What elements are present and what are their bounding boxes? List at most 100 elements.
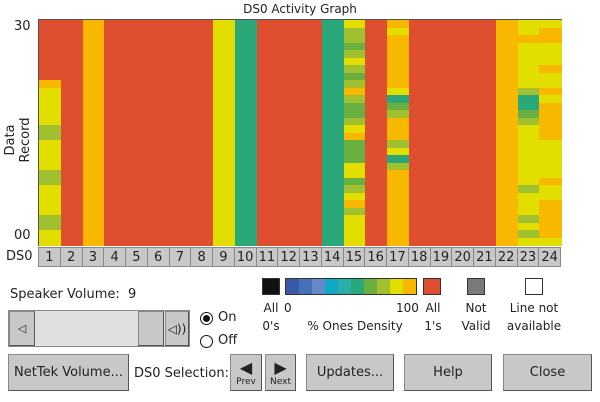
heatmap-cell-ds0-19-row-0 — [430, 20, 453, 28]
ds0-column-header-15[interactable]: 15 — [342, 247, 366, 267]
heatmap-cell-ds0-4-row-18 — [104, 155, 127, 163]
heatmap-cell-ds0-10-row-13 — [234, 117, 257, 126]
heatmap-cell-ds0-8-row-8 — [191, 80, 214, 88]
heatmap-cell-ds0-6-row-22 — [147, 185, 170, 193]
ds0-column-header-7[interactable]: 7 — [168, 247, 192, 267]
heatmap-cell-ds0-1-row-15 — [39, 132, 62, 141]
ds0-column-header-21[interactable]: 21 — [473, 247, 496, 267]
heatmap-cell-ds0-21-row-13 — [474, 117, 497, 126]
heatmap-cell-ds0-15-row-15 — [343, 132, 366, 141]
heatmap-cell-ds0-24-row-1 — [539, 27, 562, 36]
heatmap-cell-ds0-22-row-29 — [495, 237, 518, 246]
heatmap-cell-ds0-20-row-0 — [452, 20, 475, 28]
heatmap-cell-ds0-22-row-28 — [495, 230, 518, 238]
heatmap-cell-ds0-18-row-6 — [408, 65, 431, 73]
next-button[interactable]: ▶ Next — [265, 354, 296, 391]
heatmap-cell-ds0-15-row-13 — [343, 117, 366, 126]
ds0-column-header-3[interactable]: 3 — [81, 247, 105, 267]
ds0-column-header-14[interactable]: 14 — [320, 247, 344, 267]
ds0-column-header-23[interactable]: 23 — [516, 247, 540, 267]
updates-button[interactable]: Updates... — [306, 354, 394, 391]
heatmap-cell-ds0-5-row-24 — [126, 200, 149, 208]
heatmap-cell-ds0-19-row-1 — [430, 27, 453, 36]
heatmap-cell-ds0-21-row-22 — [474, 185, 497, 193]
heatmap-cell-ds0-12-row-28 — [278, 230, 301, 238]
heatmap-cell-ds0-4-row-0 — [104, 20, 127, 28]
heatmap-cell-ds0-8-row-16 — [191, 140, 214, 148]
nettek-volume-button[interactable]: NetTek Volume... — [8, 354, 129, 391]
ds0-column-header-17[interactable]: 17 — [386, 247, 409, 267]
heatmap-cell-ds0-1-row-3 — [39, 42, 62, 51]
heatmap-cell-ds0-15-row-29 — [343, 237, 366, 246]
heatmap-cell-ds0-13-row-7 — [300, 72, 323, 81]
volume-slider-thumb[interactable] — [138, 311, 164, 346]
ds0-column-header-22[interactable]: 22 — [494, 247, 518, 267]
heatmap-cell-ds0-11-row-20 — [256, 170, 279, 178]
heatmap-cell-ds0-9-row-7 — [213, 72, 236, 81]
prev-label: Prev — [236, 376, 256, 387]
heatmap-cell-ds0-5-row-7 — [126, 72, 149, 81]
close-button[interactable]: Close — [503, 354, 592, 391]
heatmap-cell-ds0-9-row-24 — [213, 200, 236, 208]
heatmap-cell-ds0-16-row-15 — [365, 132, 388, 141]
heatmap-cell-ds0-1-row-14 — [39, 125, 62, 133]
heatmap-cell-ds0-6-row-17 — [147, 147, 170, 156]
heatmap-cell-ds0-2-row-16 — [60, 140, 83, 148]
heatmap-cell-ds0-17-row-13 — [387, 117, 410, 126]
heatmap-cell-ds0-9-row-25 — [213, 207, 236, 216]
heatmap-cell-ds0-1-row-11 — [39, 102, 62, 111]
speaker-volume-label: Speaker Volume: — [10, 287, 120, 302]
ds0-column-header-12[interactable]: 12 — [277, 247, 300, 267]
heatmap-cell-ds0-6-row-23 — [147, 192, 170, 201]
ds0-column-header-2[interactable]: 2 — [59, 247, 83, 267]
heatmap-cell-ds0-1-row-26 — [39, 215, 62, 223]
heatmap-cell-ds0-19-row-28 — [430, 230, 453, 238]
heatmap-cell-ds0-16-row-1 — [365, 27, 388, 36]
heatmap-cell-ds0-11-row-28 — [256, 230, 279, 238]
ds0-column-header-13[interactable]: 13 — [299, 247, 322, 267]
heatmap-cell-ds0-16-row-22 — [365, 185, 388, 193]
heatmap-cell-ds0-17-row-20 — [387, 170, 410, 178]
speaker-on-radio[interactable] — [200, 312, 213, 325]
heatmap-cell-ds0-2-row-20 — [60, 170, 83, 178]
heatmap-cell-ds0-7-row-17 — [169, 147, 192, 156]
heatmap-cell-ds0-16-row-18 — [365, 155, 388, 163]
ds0-column-header-16[interactable]: 16 — [364, 247, 387, 267]
ds0-column-header-10[interactable]: 10 — [233, 247, 257, 267]
ds0-column-header-11[interactable]: 11 — [255, 247, 279, 267]
ds0-column-header-6[interactable]: 6 — [146, 247, 170, 267]
heatmap-cell-ds0-22-row-27 — [495, 222, 518, 231]
heatmap-cell-ds0-24-row-18 — [539, 155, 562, 163]
heatmap-cell-ds0-11-row-16 — [256, 140, 279, 148]
ds0-column-header-8[interactable]: 8 — [190, 247, 213, 267]
heatmap-cell-ds0-18-row-3 — [408, 42, 431, 51]
heatmap-cell-ds0-11-row-25 — [256, 207, 279, 216]
volume-slider[interactable]: ◁ ◁)) — [8, 310, 190, 347]
prev-button[interactable]: ◀ Prev — [230, 354, 262, 391]
ds0-column-header-20[interactable]: 20 — [451, 247, 474, 267]
heatmap-cell-ds0-7-row-0 — [169, 20, 192, 28]
volume-down-icon[interactable]: ◁ — [9, 311, 35, 346]
ds0-column-header-4[interactable]: 4 — [103, 247, 126, 267]
heatmap-cell-ds0-21-row-10 — [474, 95, 497, 103]
heatmap-cell-ds0-5-row-8 — [126, 80, 149, 88]
ds0-column-header-1[interactable]: 1 — [38, 247, 61, 267]
heatmap-cell-ds0-1-row-23 — [39, 192, 62, 201]
heatmap-cell-ds0-19-row-27 — [430, 222, 453, 231]
speaker-off-radio[interactable] — [200, 335, 213, 348]
heatmap-cell-ds0-18-row-4 — [408, 50, 431, 58]
ds0-column-header-18[interactable]: 18 — [407, 247, 431, 267]
heatmap-cell-ds0-23-row-8 — [517, 80, 540, 88]
ds0-column-header-19[interactable]: 19 — [429, 247, 453, 267]
heatmap-cell-ds0-24-row-3 — [539, 42, 562, 51]
volume-up-speaker-icon[interactable]: ◁)) — [165, 311, 189, 346]
ds0-column-header-9[interactable]: 9 — [212, 247, 235, 267]
heatmap-cell-ds0-19-row-18 — [430, 155, 453, 163]
help-button[interactable]: Help — [404, 354, 492, 391]
heatmap-cell-ds0-1-row-6 — [39, 65, 62, 73]
x-axis-label: DS0 — [6, 249, 33, 264]
ds0-column-header-5[interactable]: 5 — [125, 247, 148, 267]
heatmap-cell-ds0-6-row-10 — [147, 95, 170, 103]
heatmap-cell-ds0-21-row-16 — [474, 140, 497, 148]
ds0-column-header-24[interactable]: 24 — [538, 247, 561, 267]
